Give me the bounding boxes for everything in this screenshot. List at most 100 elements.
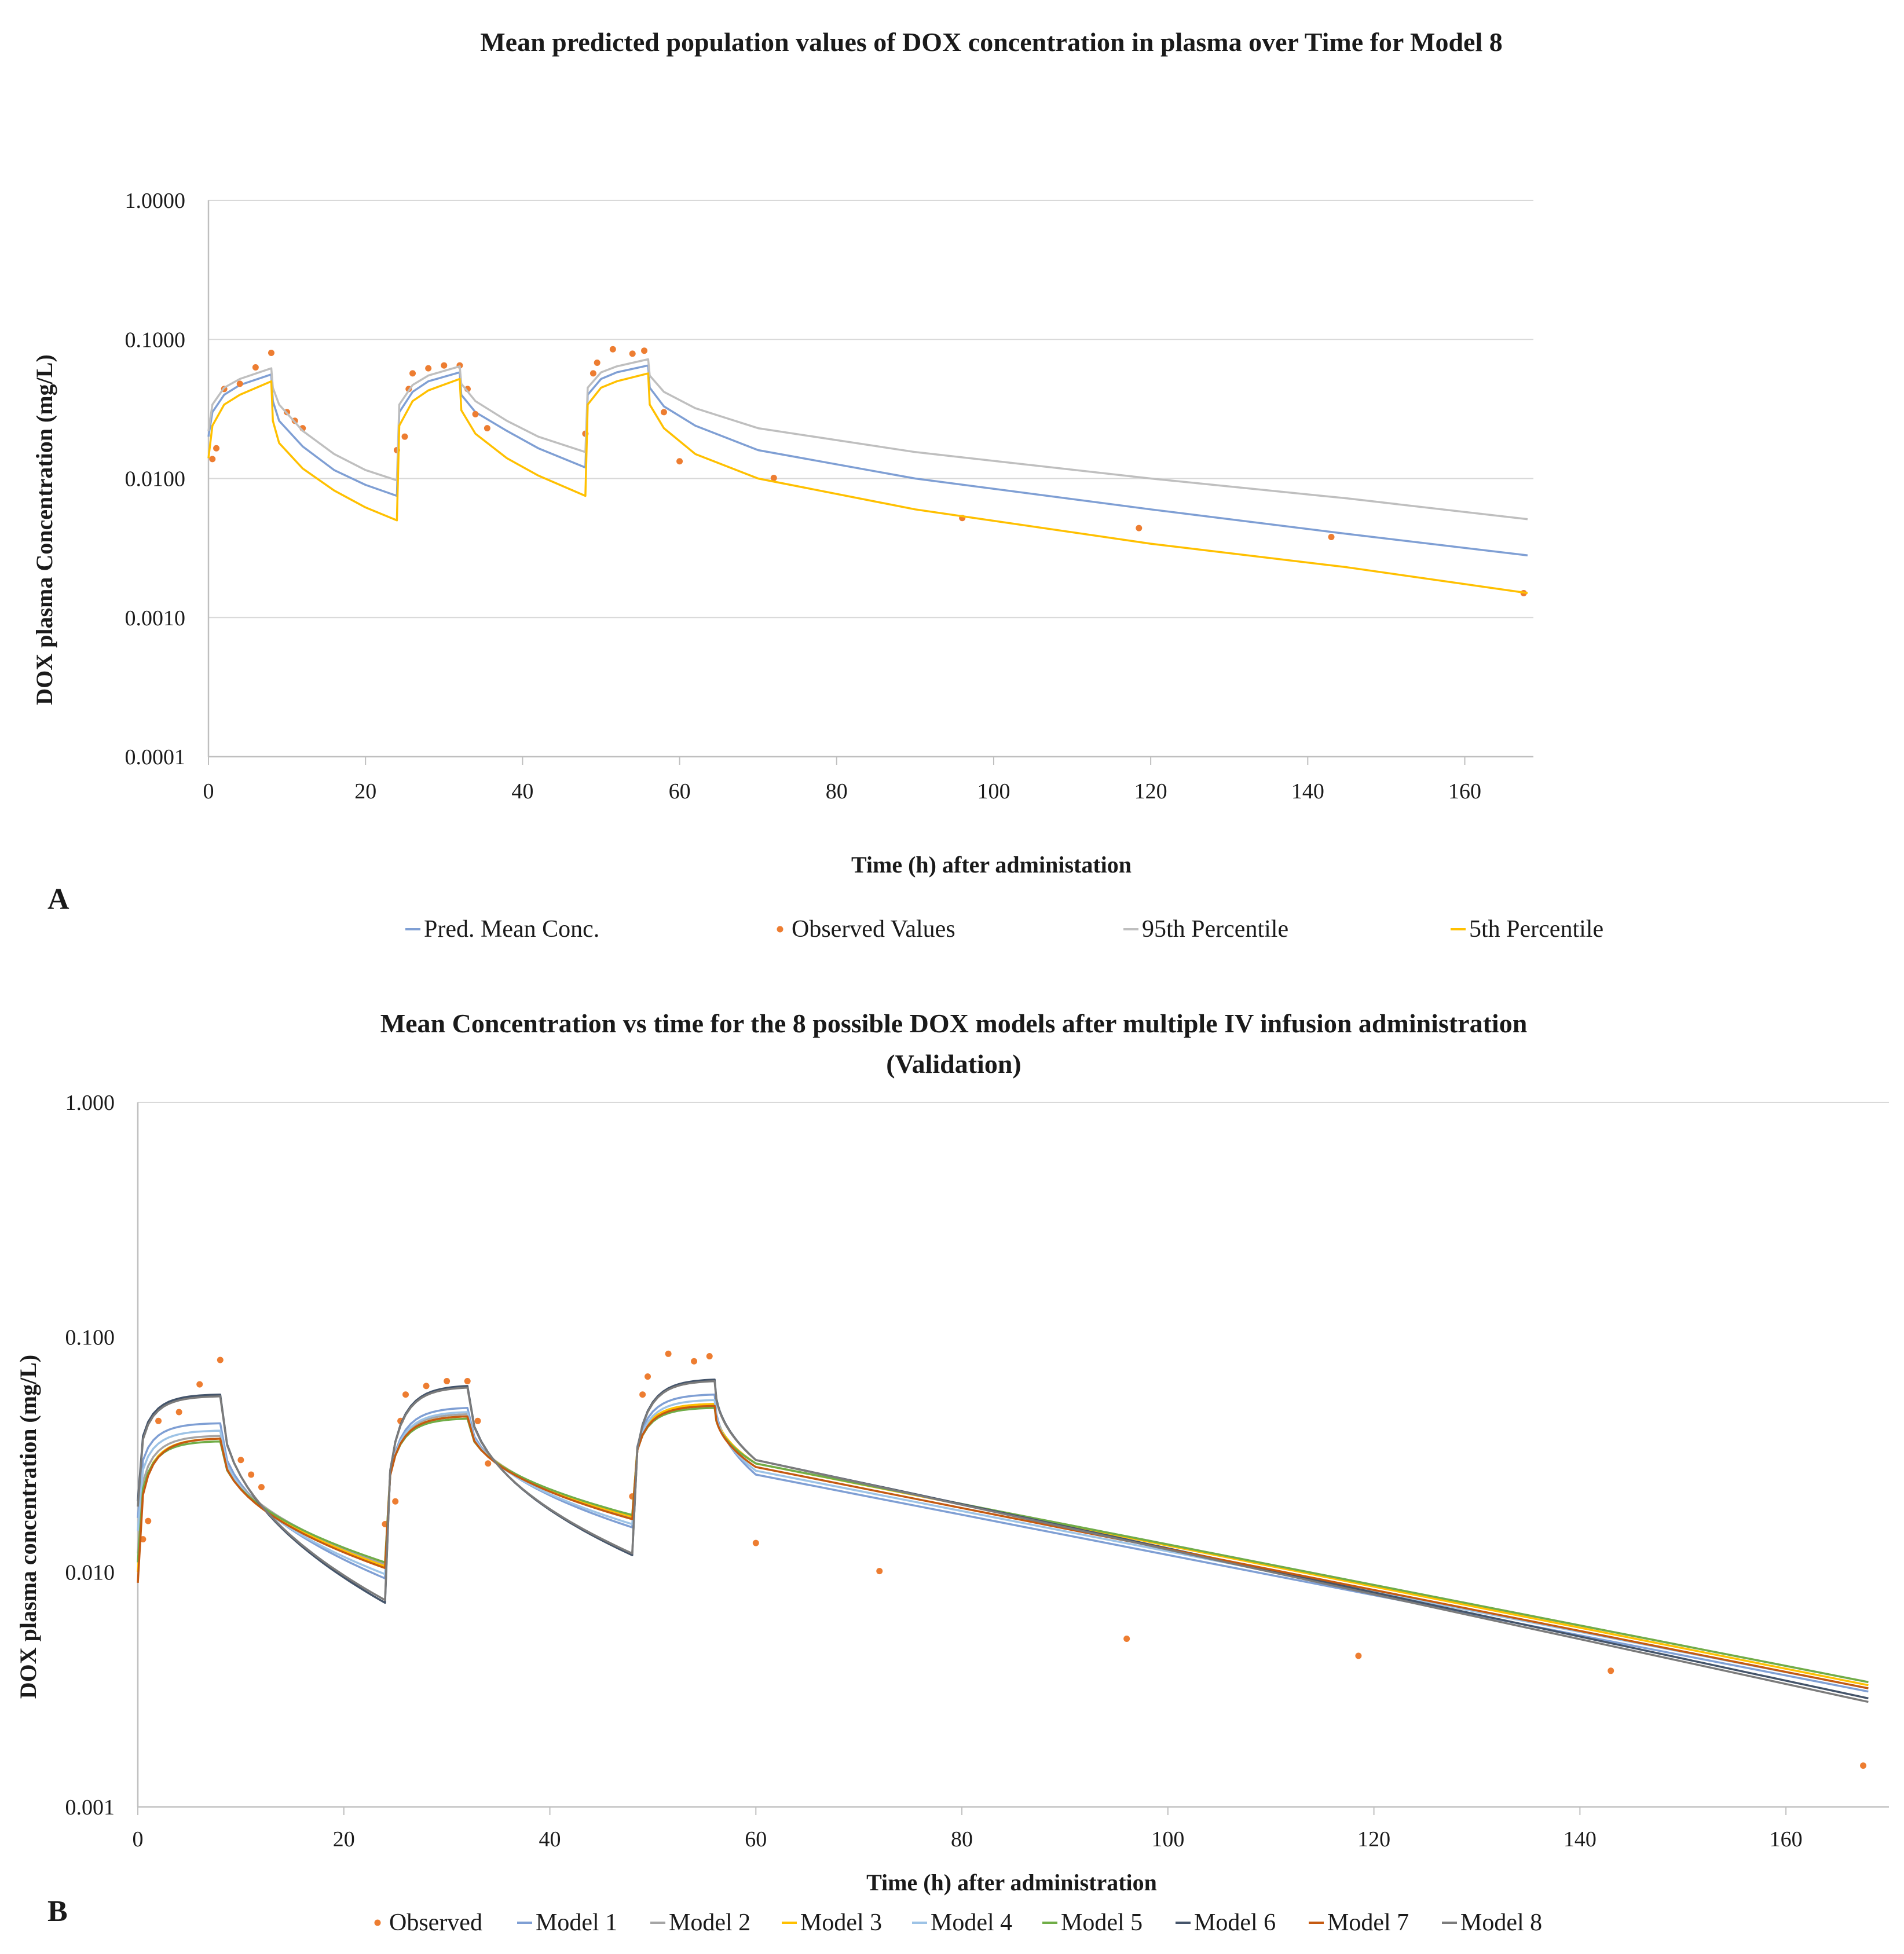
observed-point	[665, 1350, 672, 1357]
observed-point	[402, 1391, 409, 1398]
observed-point	[236, 380, 243, 387]
legend-entry-model-6: Model 6	[1194, 1909, 1276, 1936]
series-line-model-5	[137, 1407, 1869, 1684]
observed-point	[1136, 525, 1143, 531]
panel-a-gridlines	[208, 200, 1533, 618]
observed-point	[639, 1391, 646, 1398]
observed-point	[392, 1498, 399, 1505]
observed-point	[485, 1460, 492, 1467]
panel-b: Mean Concentration vs time for the 8 pos…	[15, 1009, 1889, 1936]
legend-entry-model-5: Model 5	[1061, 1909, 1143, 1936]
observed-point	[423, 1383, 430, 1390]
panel-b-title: Mean Concentration vs time for the 8 pos…	[380, 1009, 1528, 1038]
observed-point	[1355, 1652, 1362, 1659]
observed-point	[691, 1358, 698, 1365]
x-tick-label: 20	[333, 1827, 355, 1852]
observed-point	[145, 1517, 152, 1524]
observed-point	[1860, 1762, 1867, 1769]
panel-a-series	[207, 346, 1528, 596]
legend-entry-model-1: Model 1	[536, 1909, 617, 1936]
observed-point	[444, 1378, 451, 1385]
panel-b-y-axis-title: DOX plasma concentration (mg/L)	[15, 1355, 41, 1699]
observed-point	[484, 425, 490, 432]
observed-point	[474, 1417, 481, 1424]
legend-entry-model-8: Model 8	[1460, 1909, 1542, 1936]
panel-a: Mean predicted population values of DOX …	[31, 27, 1603, 943]
observed-point	[770, 474, 777, 481]
observed-point	[609, 346, 616, 353]
panel-a-title: Mean predicted population values of DOX …	[480, 27, 1502, 57]
x-tick-label: 120	[1357, 1827, 1390, 1852]
x-tick-label: 60	[745, 1827, 767, 1852]
series-line-95th-percentile	[207, 358, 1528, 520]
panel-a-axes	[207, 200, 1533, 765]
observed-point	[472, 410, 479, 417]
panel-a-letter: A	[47, 883, 69, 916]
observed-point	[1123, 1636, 1130, 1643]
observed-point	[589, 370, 596, 377]
x-tick-label: 40	[539, 1827, 561, 1852]
observed-point	[752, 1539, 759, 1546]
x-tick-label: 100	[977, 779, 1010, 804]
observed-point	[645, 1373, 651, 1380]
panel-b-legend: Observed Model 1 Model 2 Model 3 Model 4 Mode…	[374, 1909, 1542, 1936]
legend-entry-pred-mean-conc: Pred. Mean Conc.	[424, 916, 599, 943]
panel-a-tick-labels: 0 20 40 60 80 100 120 140 160 0.0001 0.0010 0.0100 0…	[125, 189, 1482, 804]
y-tick-label: 0.010	[65, 1560, 115, 1585]
y-tick-label: 1.0000	[125, 189, 186, 213]
legend-entry-model-2: Model 2	[669, 1909, 750, 1936]
observed-point	[660, 409, 667, 416]
panel-a-x-axis-title: Time (h) after administation	[851, 852, 1132, 878]
observed-point	[464, 1378, 471, 1385]
observed-point	[641, 347, 648, 354]
observed-point	[252, 364, 259, 371]
panel-b-x-axis-title: Time (h) after administration	[866, 1869, 1157, 1896]
legend-entry-model-3: Model 3	[800, 1909, 882, 1936]
y-tick-label: 0.100	[65, 1326, 115, 1350]
legend-entry-observed: Observed	[389, 1909, 482, 1936]
panel-b-tick-labels: 0 20 40 60 80 100 120 140 160 0.001 0.010 0.100 1.00…	[65, 1091, 1803, 1852]
panel-b-series	[137, 1350, 1869, 1769]
observed-point	[676, 458, 683, 465]
observed-point	[248, 1471, 255, 1478]
observed-point	[706, 1352, 713, 1359]
x-tick-label: 80	[826, 779, 848, 804]
x-tick-label: 120	[1134, 779, 1167, 804]
legend-entry-model-4: Model 4	[931, 1909, 1012, 1936]
panel-b-title-line2: (Validation)	[886, 1049, 1021, 1079]
x-tick-label: 140	[1564, 1827, 1597, 1852]
y-tick-label: 0.0001	[125, 745, 186, 769]
observed-point	[258, 1484, 265, 1491]
observed-point	[629, 350, 636, 357]
panel-a-legend: Pred. Mean Conc. Observed Values 95th Perc…	[405, 916, 1603, 943]
observed-point	[409, 370, 416, 377]
observed-point	[196, 1381, 203, 1388]
y-tick-label: 1.000	[65, 1091, 115, 1115]
legend-entry-95th-percentile: 95th Percentile	[1142, 916, 1288, 943]
observed-point	[155, 1417, 162, 1424]
x-tick-label: 160	[1770, 1827, 1803, 1852]
x-tick-label: 80	[951, 1827, 973, 1852]
observed-point	[425, 365, 432, 372]
observed-point	[213, 445, 220, 452]
observed-point	[209, 456, 216, 463]
y-tick-label: 0.0100	[125, 467, 186, 492]
panel-b-axes	[137, 1102, 1889, 1815]
observed-point	[1328, 533, 1335, 540]
legend-entry-model-7: Model 7	[1327, 1909, 1409, 1936]
x-tick-label: 140	[1291, 779, 1324, 804]
observed-point	[441, 362, 448, 369]
panel-a-y-axis-title: DOX plasma Concentration (mg/L)	[31, 354, 57, 705]
legend-marker-observed	[374, 1919, 381, 1926]
x-tick-label: 60	[669, 779, 691, 804]
panel-b-letter: B	[47, 1895, 68, 1928]
observed-point	[401, 433, 408, 440]
series-line-model-8	[137, 1380, 1869, 1703]
y-tick-label: 0.0010	[125, 606, 186, 630]
x-tick-label: 0	[203, 779, 214, 804]
observed-point	[175, 1409, 182, 1416]
x-tick-label: 40	[511, 779, 533, 804]
observed-point	[1608, 1667, 1614, 1674]
series-line-5th-percentile	[207, 372, 1528, 595]
